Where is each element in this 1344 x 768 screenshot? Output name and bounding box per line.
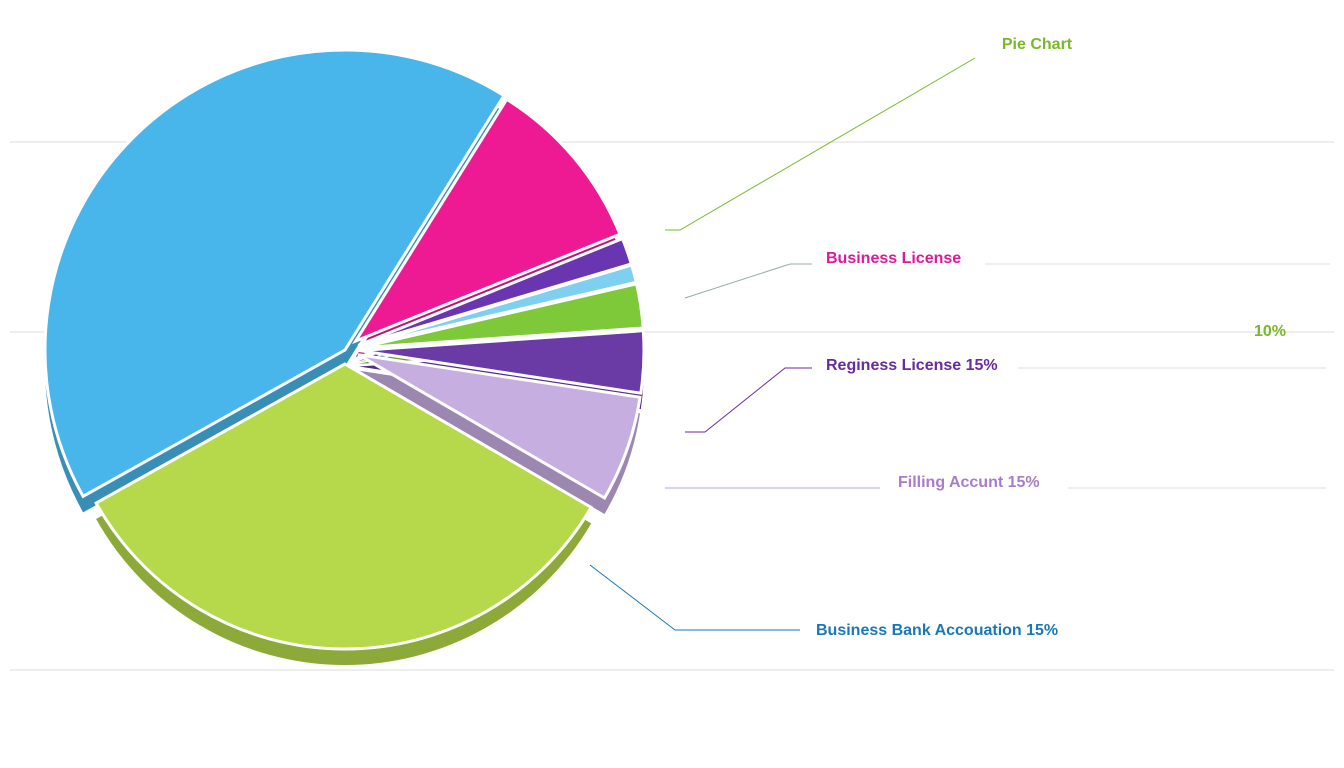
slice (352, 97, 622, 345)
leader-line (665, 57, 976, 231)
slice (358, 282, 645, 350)
annotation: Reginess License 15% (826, 357, 998, 374)
annotation: Filling Accunt 15% (898, 474, 1040, 491)
slice (43, 48, 507, 499)
slice (94, 362, 594, 651)
annotation: Business Bank Accouation 15% (816, 622, 1058, 639)
slice (357, 353, 642, 501)
leaders (589, 57, 976, 631)
slice (358, 263, 639, 348)
chart-title: Pie Chart (1002, 36, 1073, 53)
slice (358, 329, 646, 395)
leader-line (589, 564, 800, 631)
leader-line (685, 367, 812, 433)
annotation: 10% (1254, 323, 1286, 340)
annotation: Business License (826, 250, 961, 267)
leader-line (684, 263, 812, 299)
pie (43, 48, 646, 665)
